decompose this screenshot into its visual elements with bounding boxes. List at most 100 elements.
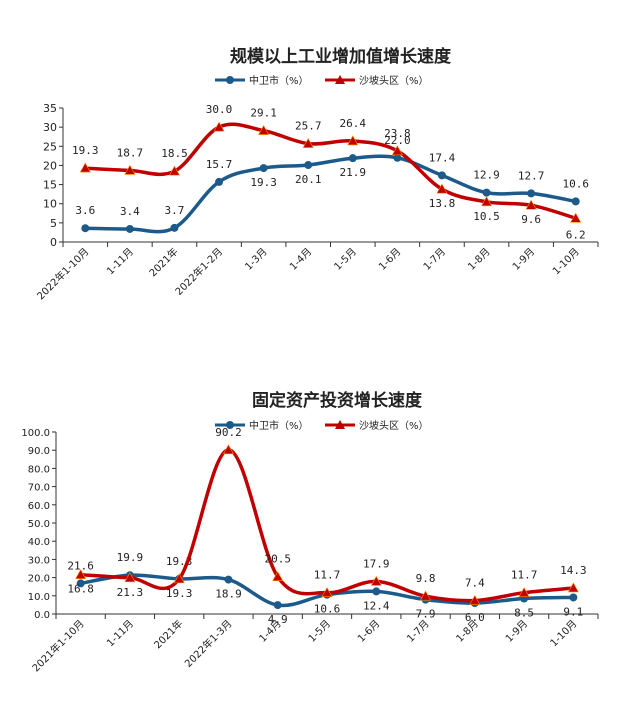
x-tick-label: 1-8月 <box>466 246 493 273</box>
x-tick-label: 1-7月 <box>405 618 432 645</box>
data-label: 12.9 <box>473 169 500 182</box>
x-tick-label: 1-4月 <box>287 246 314 273</box>
y-tick-label: 30 <box>43 121 57 134</box>
data-point <box>348 154 357 163</box>
y-tick-label: 50.0 <box>28 519 50 530</box>
data-point <box>391 145 403 156</box>
x-tick-label: 2022年1-10月 <box>34 245 91 302</box>
series-1: 21.6 19.9 19.3 18.9 4.9 10.6 12.4 7.9 6.0 8.5 9.1 <box>67 551 583 626</box>
data-point <box>75 569 87 579</box>
y-tick-label: 100.0 <box>21 428 50 439</box>
y-tick-label: 90.0 <box>28 446 50 457</box>
data-point <box>527 189 536 198</box>
y-tick-label: 30.0 <box>28 555 50 566</box>
data-label: 30.0 <box>206 103 233 116</box>
y-tick-label: 70.0 <box>28 483 50 494</box>
data-point <box>125 224 134 233</box>
data-point <box>482 188 491 197</box>
data-point <box>81 224 90 233</box>
data-label: 11.7 <box>314 569 341 582</box>
data-label: 17.4 <box>429 151 456 164</box>
y-tick-label: 5 <box>50 217 57 230</box>
legend-label: 沙坡头区（%） <box>359 74 429 87</box>
legend-entry: 沙坡头区（%） <box>325 419 429 432</box>
legend-marker <box>335 75 345 84</box>
data-label: 19.9 <box>117 551 144 564</box>
data-point <box>272 571 284 581</box>
series-2: 19.3 18.7 18.5 30.0 29.1 25.7 26.4 23.8 13.8 10.5… <box>72 103 586 241</box>
y-tick-label: 0 <box>50 236 57 249</box>
x-tick-label: 2022年1-2月 <box>172 245 225 298</box>
y-tick-label: 40.0 <box>28 537 50 548</box>
data-label: 11.7 <box>511 569 538 582</box>
data-label: 3.7 <box>165 204 185 217</box>
data-label: 18.5 <box>161 147 188 160</box>
data-point <box>469 594 481 605</box>
data-point <box>258 124 270 135</box>
data-label: 7.4 <box>465 577 485 590</box>
x-tick-label: 1-11月 <box>104 246 136 278</box>
x-tick-label: 1-5月 <box>332 246 359 273</box>
x-tick-label: 2021年 <box>146 245 180 279</box>
data-label: 21.3 <box>117 586 144 599</box>
data-point <box>436 183 448 194</box>
x-tick-label: 1-7月 <box>421 246 448 273</box>
data-point <box>302 137 314 148</box>
y-tick-label: 35 <box>43 102 57 115</box>
data-label: 3.4 <box>120 205 140 218</box>
x-tick-label: 1-9月 <box>510 246 537 273</box>
data-label: 9.6 <box>521 213 541 226</box>
x-tick-label: 2021年1-10月 <box>29 617 86 674</box>
data-point <box>420 590 432 601</box>
y-tick-label: 15 <box>43 179 57 192</box>
data-label: 4.9 <box>268 613 288 626</box>
chart-title: 固定资产投资增长速度 <box>252 390 423 411</box>
series-1: 3.6 3.4 3.7 15.7 19.3 20.1 21.9 22.0 17.4 12.9 12.… <box>75 134 589 234</box>
legend-entry: 中卫市（%） <box>215 74 309 87</box>
data-label: 10.6 <box>314 603 341 616</box>
x-tick-label: 1-9月 <box>503 618 530 645</box>
data-label: 23.8 <box>384 127 411 140</box>
y-tick-label: 20 <box>43 159 57 172</box>
data-point <box>372 587 381 596</box>
data-label: 14.3 <box>560 564 587 577</box>
x-tick-label: 1-10月 <box>548 618 580 650</box>
data-label: 8.5 <box>514 607 534 620</box>
chart-title: 规模以上工业增加值增长速度 <box>230 46 452 67</box>
data-point <box>124 164 136 175</box>
x-tick-label: 1-3月 <box>243 246 270 273</box>
data-point <box>370 575 382 586</box>
data-label: 6.0 <box>465 611 485 624</box>
data-label: 9.8 <box>416 572 436 585</box>
legend-marker <box>226 76 234 84</box>
data-point <box>393 153 402 162</box>
data-point <box>570 212 582 223</box>
data-point <box>215 177 224 186</box>
legend-label: 中卫市（%） <box>249 419 309 432</box>
data-label: 10.5 <box>473 210 500 223</box>
data-point <box>347 135 359 146</box>
series-2: 16.8 21.3 19.3 90.2 20.5 11.7 17.9 9.8 7.4 11.7 14… <box>67 426 587 605</box>
data-point <box>571 197 580 206</box>
x-tick-label: 2022年1-3月 <box>182 617 235 670</box>
data-point <box>567 582 579 593</box>
legend-entry: 沙坡头区（%） <box>325 74 429 87</box>
data-label: 6.2 <box>566 228 586 241</box>
x-tick-label: 1-6月 <box>355 618 382 645</box>
data-point <box>224 575 233 584</box>
data-label: 18.7 <box>117 146 144 159</box>
x-tick-label: 1-5月 <box>306 618 333 645</box>
x-tick-label: 1-10月 <box>550 246 582 278</box>
y-tick-label: 20.0 <box>28 574 50 585</box>
data-point <box>222 444 234 455</box>
x-tick-label: 1-11月 <box>104 618 136 650</box>
legend-marker <box>335 420 345 429</box>
data-point <box>168 165 180 176</box>
data-label: 9.1 <box>563 605 583 618</box>
data-label: 26.4 <box>340 117 367 130</box>
y-tick-label: 0.0 <box>34 610 50 621</box>
data-label: 10.6 <box>562 177 589 190</box>
y-tick-label: 60.0 <box>28 501 50 512</box>
data-label: 20.5 <box>264 553 291 566</box>
